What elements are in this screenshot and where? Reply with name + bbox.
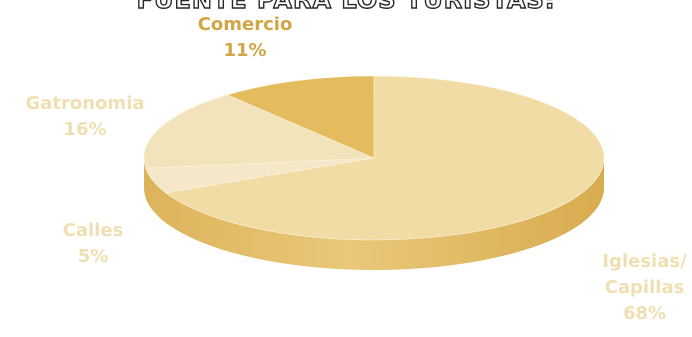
slice-name-line-1: Iglesias/ xyxy=(602,251,687,272)
slice-name: Comercio xyxy=(197,14,293,35)
slice-label-calles: Calles 5% xyxy=(48,218,138,270)
slice-label-iglesias-capillas: Iglesias/ Capillas 68% xyxy=(597,249,692,327)
slice-value: 11% xyxy=(223,40,267,61)
pie-side-wall xyxy=(144,158,604,270)
pie-slice-gatronomia xyxy=(143,94,375,169)
slice-label-comercio: Comercio 11% xyxy=(180,12,310,64)
pie-side-walls xyxy=(144,158,604,270)
pie-slice-comercio xyxy=(226,75,375,159)
slice-name: Calles xyxy=(62,220,124,241)
pie-slices xyxy=(143,75,605,241)
slice-label-gatronomia: Gatronomia 16% xyxy=(10,91,160,143)
slice-value: 5% xyxy=(77,246,109,267)
slice-name-line-2: Capillas xyxy=(604,277,685,298)
slice-value: 68% xyxy=(622,303,667,324)
chart-title: FUENTE PARA LOS TURISTAS: xyxy=(136,0,556,15)
slice-value: 16% xyxy=(63,119,107,140)
pie-slice-iglesias-capillas xyxy=(165,75,605,241)
slice-name: Gatronomia xyxy=(25,93,145,114)
